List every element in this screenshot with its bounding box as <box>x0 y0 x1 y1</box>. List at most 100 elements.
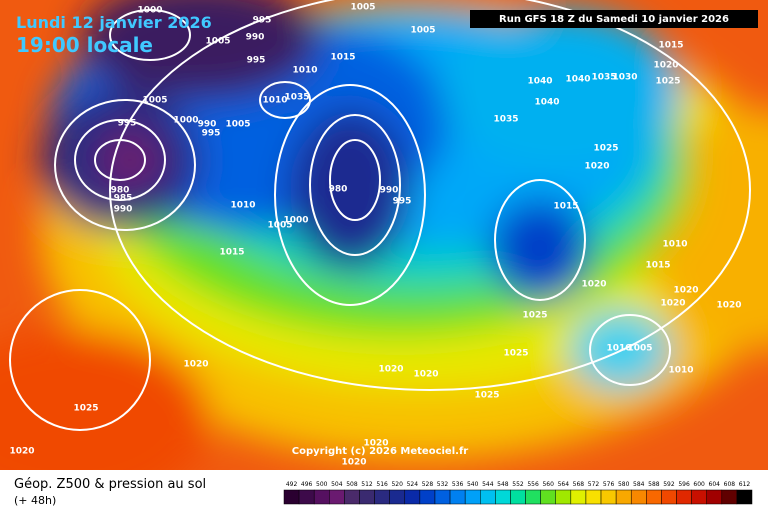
colorbar: 492 496 500 504 508 512 516 520 524 528 532 536 540 5… <box>283 481 753 505</box>
colorbar-label: 520 <box>391 481 403 488</box>
colorbar-cell <box>570 489 587 505</box>
colorbar-label: 604 <box>709 481 721 488</box>
colorbar-label: 516 <box>376 481 388 488</box>
isobar-label: 995 <box>202 129 221 139</box>
colorbar-label: 568 <box>573 481 585 488</box>
colorbar-label: 580 <box>618 481 630 488</box>
isobar-label: 1005 <box>267 221 292 231</box>
colorbar-cell <box>555 489 572 505</box>
colorbar-label: 600 <box>693 481 705 488</box>
colorbar-label: 548 <box>497 481 509 488</box>
colorbar-label: 540 <box>467 481 479 488</box>
isobar-label: 1005 <box>627 344 652 354</box>
isobar-label: 1010 <box>262 96 287 106</box>
colorbar-cell <box>329 489 345 505</box>
isobar-label: 1020 <box>660 299 685 309</box>
colorbar-label: 508 <box>346 481 358 488</box>
isobar-label: 1010 <box>292 66 317 76</box>
colorbar-label: 492 <box>286 481 298 488</box>
isobar-label: 995 <box>118 119 137 129</box>
isobar-label: 1015 <box>645 261 670 271</box>
isobar-label: 1015 <box>330 53 355 63</box>
footer-title: Géop. Z500 & pression au sol <box>14 477 206 492</box>
isobar-label: 1020 <box>183 360 208 370</box>
colorbar-cell <box>525 489 541 505</box>
isobar-label: 980 <box>329 185 348 195</box>
colorbar-cell <box>283 489 300 505</box>
colorbar-cell <box>540 489 556 505</box>
colorbar-cell <box>661 489 677 505</box>
isobar-label: 1005 <box>225 120 250 130</box>
colorbar-label: 504 <box>331 481 343 488</box>
isobar-label: 990 <box>380 186 399 196</box>
footer-lead: (+ 48h) <box>14 494 56 507</box>
colorbar-label: 512 <box>361 481 373 488</box>
colorbar-label: 588 <box>648 481 660 488</box>
isobar-label: 1025 <box>522 311 547 321</box>
isobar-label: 1020 <box>673 286 698 296</box>
isobar-label: 1015 <box>219 248 244 258</box>
isobar-label: 1040 <box>527 77 552 87</box>
colorbar-label: 576 <box>603 481 615 488</box>
isobar-label: 1010 <box>230 201 255 211</box>
forecast-date: Lundi 12 janvier 2026 <box>16 13 212 32</box>
colorbar-cell <box>585 489 602 505</box>
colorbar-cell <box>646 489 662 505</box>
colorbar-label: 500 <box>316 481 328 488</box>
colorbar-label: 524 <box>407 481 419 488</box>
copyright: Copyright (c) 2026 Meteociel.fr <box>292 446 469 457</box>
isobar-label: 1025 <box>474 391 499 401</box>
isobar-label: 995 <box>393 197 412 207</box>
isobar-label: 1000 <box>173 116 198 126</box>
colorbar-cell <box>464 489 481 505</box>
isobar-label: 1000 <box>283 216 308 226</box>
isobar-label: 1020 <box>581 280 606 290</box>
colorbar-label: 556 <box>527 481 539 488</box>
isobar-label: 1030 <box>612 73 637 83</box>
colorbar-cell <box>676 489 692 505</box>
isobar-label: 995 <box>253 16 272 26</box>
isobar-label: 1035 <box>591 73 616 83</box>
colorbar-cell <box>615 489 632 505</box>
isobar-label: 1040 <box>534 98 559 108</box>
colorbar-cell <box>404 489 421 505</box>
isobar-label: 1025 <box>655 77 680 87</box>
colorbar-label: 536 <box>452 481 464 488</box>
isobar-label: 1020 <box>363 439 388 449</box>
isobar-label: 1035 <box>284 93 309 103</box>
colorbar-cell <box>480 489 496 505</box>
isobar-label: 1020 <box>584 162 609 172</box>
isobar-label: 1025 <box>593 144 618 154</box>
isobar-label: 1000 <box>137 6 162 16</box>
isobar-labels: 1000995990100599510051005101510101035101… <box>9 3 741 468</box>
colorbar-label: 544 <box>482 481 494 488</box>
isobar-label: 1035 <box>493 115 518 125</box>
colorbar-label: 584 <box>633 481 645 488</box>
forecast-time: 19:00 locale <box>16 33 153 57</box>
colorbar-label: 496 <box>301 481 313 488</box>
isobar-label: 1005 <box>142 96 167 106</box>
run-info: Run GFS 18 Z du Samedi 10 janvier 2026 <box>499 14 729 25</box>
colorbar-cell <box>706 489 723 505</box>
isobar-label: 990 <box>198 120 217 130</box>
colorbar-cell <box>510 489 526 505</box>
colorbar-label: 608 <box>724 481 736 488</box>
isobar-label: 980 <box>111 186 130 196</box>
isobar-label: 1010 <box>606 344 631 354</box>
isobar-label: 995 <box>247 56 266 66</box>
colorbar-cell <box>419 489 436 505</box>
isobar-label: 1005 <box>350 3 375 13</box>
colorbar-cell <box>449 489 466 505</box>
colorbar-label: 560 <box>542 481 554 488</box>
isobar-label: 985 <box>114 194 133 204</box>
colorbar-cell <box>495 489 511 505</box>
colorbar-cell <box>389 489 406 505</box>
isobar-label: 990 <box>114 205 133 215</box>
isobar-label: 1025 <box>503 349 528 359</box>
isobar-label: 1005 <box>410 26 435 36</box>
isobar-label: 1020 <box>9 447 34 457</box>
isobar-label: 1010 <box>668 366 693 376</box>
isobar-label: 1020 <box>716 301 741 311</box>
